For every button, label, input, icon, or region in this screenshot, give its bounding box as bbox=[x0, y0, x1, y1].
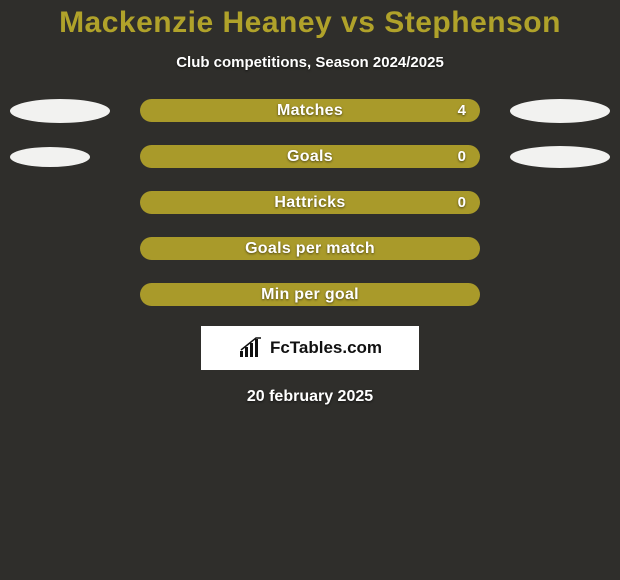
bars-icon bbox=[238, 337, 266, 359]
stat-bar: Min per goal bbox=[140, 283, 480, 306]
stat-value: 0 bbox=[458, 194, 466, 211]
stat-bar: Matches 4 bbox=[140, 99, 480, 122]
ellipse-left bbox=[10, 147, 90, 167]
date-text: 20 february 2025 bbox=[247, 388, 373, 406]
stat-bar: Hattricks 0 bbox=[140, 191, 480, 214]
stat-row: Goals 0 bbox=[0, 145, 620, 168]
stat-label: Goals bbox=[287, 148, 333, 166]
stat-row: Hattricks 0 bbox=[0, 191, 620, 214]
stat-label: Hattricks bbox=[274, 194, 345, 212]
stat-label: Matches bbox=[277, 102, 343, 120]
logo-box: FcTables.com bbox=[201, 326, 419, 370]
stat-rows: Matches 4 Goals 0 Hattricks 0 Goals per match M… bbox=[0, 99, 620, 306]
logo-text: FcTables.com bbox=[270, 338, 382, 358]
subtitle: Club competitions, Season 2024/2025 bbox=[176, 54, 444, 71]
ellipse-right bbox=[510, 146, 610, 168]
stat-value: 0 bbox=[458, 148, 466, 165]
ellipse-left bbox=[10, 99, 110, 123]
stat-row: Matches 4 bbox=[0, 99, 620, 122]
stat-label: Goals per match bbox=[245, 240, 375, 258]
stat-row: Min per goal bbox=[0, 283, 620, 306]
stat-value: 4 bbox=[458, 102, 466, 119]
stats-card: Mackenzie Heaney vs Stephenson Club comp… bbox=[0, 0, 620, 580]
stat-label: Min per goal bbox=[261, 286, 359, 304]
ellipse-right bbox=[510, 99, 610, 123]
stat-row: Goals per match bbox=[0, 237, 620, 260]
stat-bar: Goals per match bbox=[140, 237, 480, 260]
stat-bar: Goals 0 bbox=[140, 145, 480, 168]
logo: FcTables.com bbox=[238, 337, 382, 359]
page-title: Mackenzie Heaney vs Stephenson bbox=[59, 6, 561, 40]
